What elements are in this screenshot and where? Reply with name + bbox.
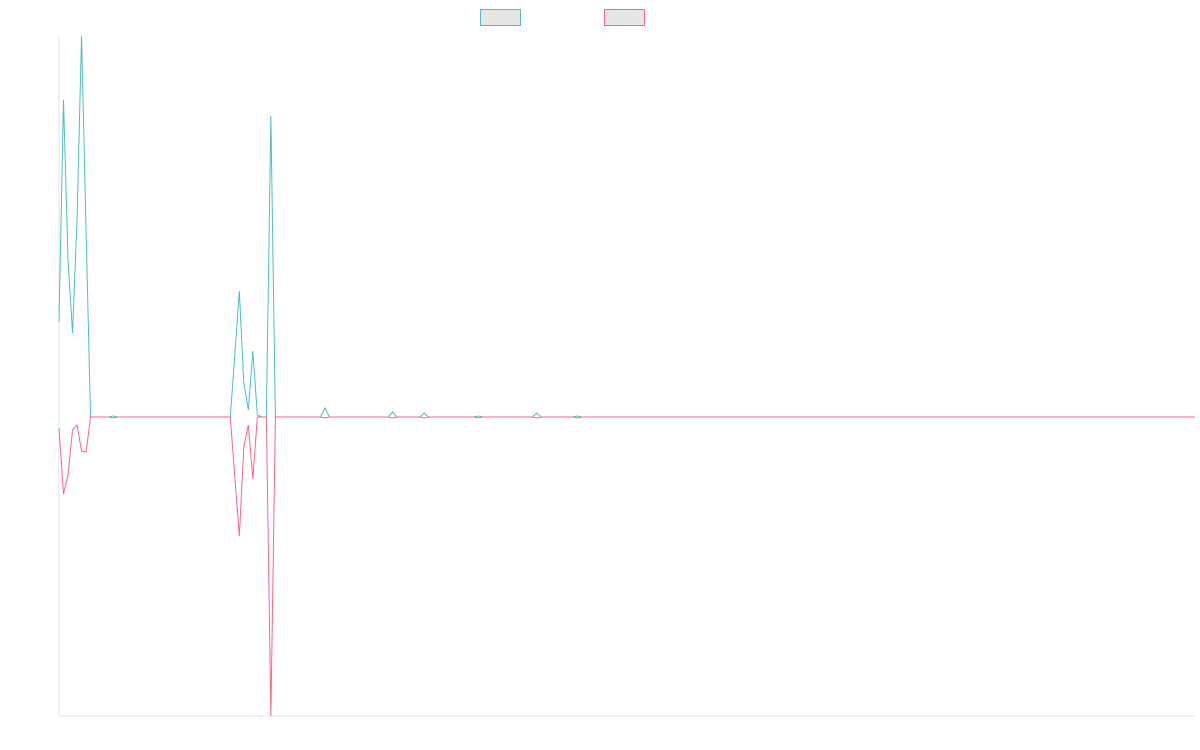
legend-swatch [480,9,521,26]
series-line [58,416,1195,717]
series-line [58,35,1195,418]
legend-swatch [604,9,645,26]
